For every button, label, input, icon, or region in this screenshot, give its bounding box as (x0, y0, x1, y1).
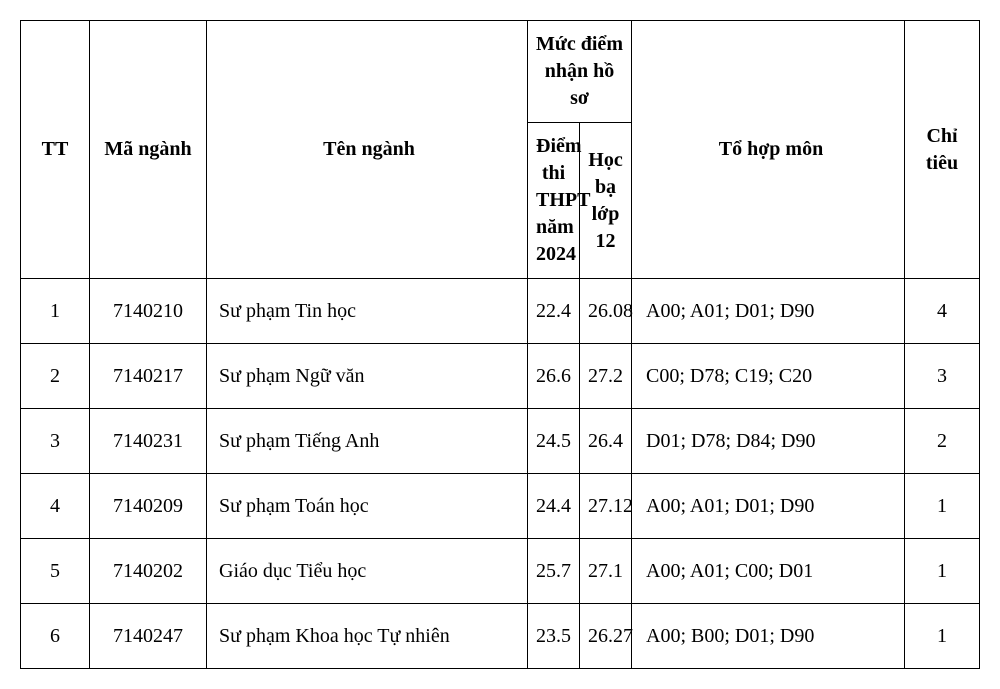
cell-th: A00; B00; D01; D90 (632, 604, 905, 669)
cell-ma: 7140247 (90, 604, 207, 669)
cell-th: A00; A01; D01; D90 (632, 279, 905, 344)
cell-th: D01; D78; D84; D90 (632, 409, 905, 474)
table-row: 27140217Sư phạm Ngữ văn26.627.2C00; D78;… (21, 344, 980, 409)
cell-ma: 7140231 (90, 409, 207, 474)
cell-chi: 1 (905, 539, 980, 604)
table-body: 17140210Sư phạm Tin học22.426.08A00; A01… (21, 279, 980, 669)
cell-chi: 1 (905, 604, 980, 669)
table-row: 17140210Sư phạm Tin học22.426.08A00; A01… (21, 279, 980, 344)
cell-diem: 24.4 (528, 474, 580, 539)
cell-th: C00; D78; C19; C20 (632, 344, 905, 409)
cell-ma: 7140217 (90, 344, 207, 409)
cell-tt: 2 (21, 344, 90, 409)
cell-chi: 4 (905, 279, 980, 344)
cell-ma: 7140209 (90, 474, 207, 539)
cell-tt: 6 (21, 604, 90, 669)
cell-ten: Sư phạm Ngữ văn (207, 344, 528, 409)
cell-tt: 1 (21, 279, 90, 344)
cell-hb: 27.12 (580, 474, 632, 539)
cell-ma: 7140202 (90, 539, 207, 604)
cell-ma: 7140210 (90, 279, 207, 344)
cell-ten: Sư phạm Toán học (207, 474, 528, 539)
cell-diem: 23.5 (528, 604, 580, 669)
header-chi-tieu: Chỉ tiêu (905, 21, 980, 279)
cell-ten: Giáo dục Tiểu học (207, 539, 528, 604)
cell-hb: 27.1 (580, 539, 632, 604)
cell-tt: 3 (21, 409, 90, 474)
header-diem-thi: Điểm thi THPT năm 2024 (528, 123, 580, 279)
cell-diem: 25.7 (528, 539, 580, 604)
header-ten-nganh: Tên ngành (207, 21, 528, 279)
cell-tt: 4 (21, 474, 90, 539)
header-muc-diem: Mức điểm nhận hồ sơ (528, 21, 632, 123)
cell-chi: 3 (905, 344, 980, 409)
table-header: TT Mã ngành Tên ngành Mức điểm nhận hồ s… (21, 21, 980, 279)
cell-diem: 22.4 (528, 279, 580, 344)
table-row: 37140231Sư phạm Tiếng Anh24.526.4D01; D7… (21, 409, 980, 474)
cell-tt: 5 (21, 539, 90, 604)
cell-ten: Sư phạm Tin học (207, 279, 528, 344)
table-row: 67140247Sư phạm Khoa học Tự nhiên23.526.… (21, 604, 980, 669)
cell-ten: Sư phạm Khoa học Tự nhiên (207, 604, 528, 669)
admissions-table: TT Mã ngành Tên ngành Mức điểm nhận hồ s… (20, 20, 980, 669)
cell-hb: 27.2 (580, 344, 632, 409)
cell-diem: 24.5 (528, 409, 580, 474)
cell-chi: 2 (905, 409, 980, 474)
cell-chi: 1 (905, 474, 980, 539)
table-row: 57140202Giáo dục Tiểu học25.727.1A00; A0… (21, 539, 980, 604)
cell-hb: 26.27 (580, 604, 632, 669)
cell-hb: 26.08 (580, 279, 632, 344)
cell-ten: Sư phạm Tiếng Anh (207, 409, 528, 474)
cell-th: A00; A01; D01; D90 (632, 474, 905, 539)
cell-th: A00; A01; C00; D01 (632, 539, 905, 604)
table-row: 47140209Sư phạm Toán học24.427.12A00; A0… (21, 474, 980, 539)
header-tt: TT (21, 21, 90, 279)
header-ma-nganh: Mã ngành (90, 21, 207, 279)
header-to-hop: Tổ hợp môn (632, 21, 905, 279)
cell-hb: 26.4 (580, 409, 632, 474)
cell-diem: 26.6 (528, 344, 580, 409)
